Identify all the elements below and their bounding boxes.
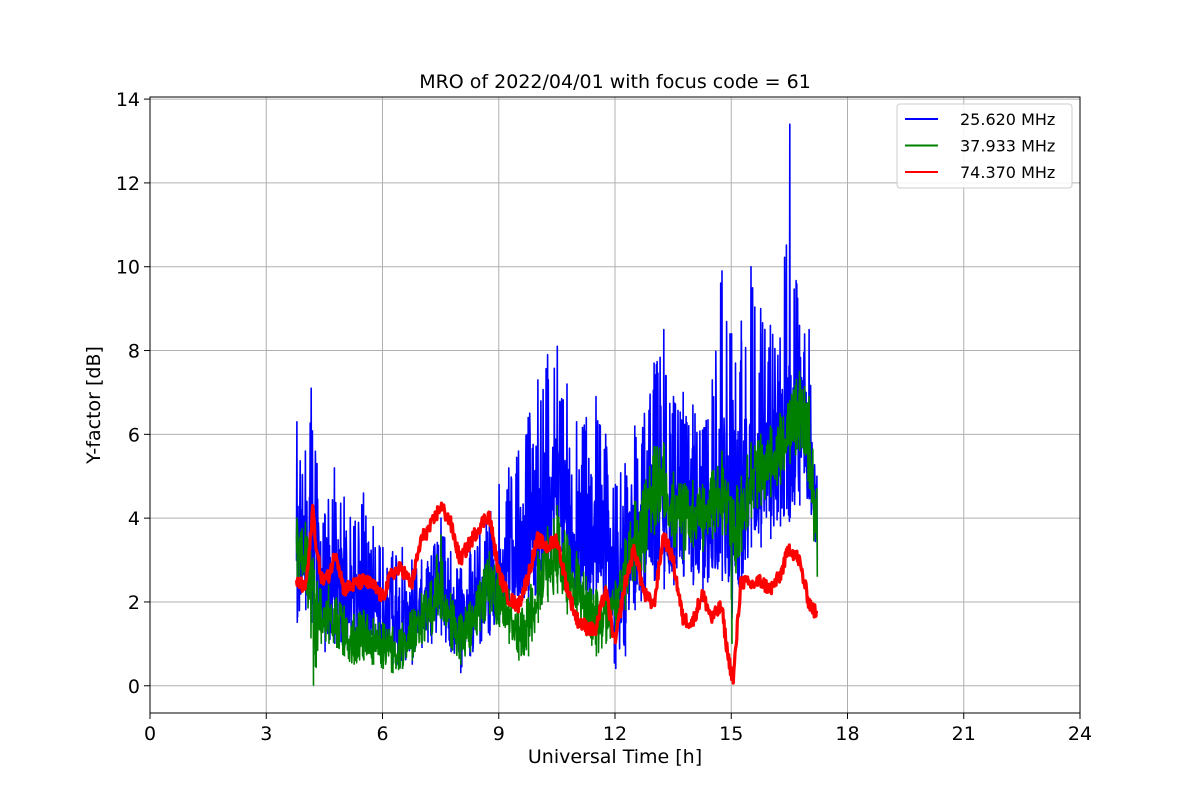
series-layer <box>294 123 819 686</box>
x-axis: 0 3 6 9 12 15 18 21 24 <box>144 713 1092 745</box>
legend-label: 37.933 MHz <box>960 137 1055 156</box>
x-tick-label: 21 <box>952 723 976 745</box>
y-tick-label: 8 <box>128 341 140 363</box>
x-axis-label: Universal Time [h] <box>528 746 702 768</box>
legend-box <box>896 103 1073 189</box>
y-tick-label: 2 <box>128 592 140 614</box>
legend-label: 25.620 MHz <box>960 110 1055 129</box>
y-axis: 0 2 4 6 8 10 12 14 <box>116 89 150 698</box>
y-axis-label: Y-factor [dB] <box>83 346 105 465</box>
series-74-370-mhz <box>294 501 819 685</box>
series-line <box>294 501 819 685</box>
legend-label: 74.370 MHz <box>960 163 1055 182</box>
x-tick-label: 15 <box>719 723 743 745</box>
y-tick-label: 4 <box>128 508 140 530</box>
x-tick-label: 24 <box>1068 723 1092 745</box>
y-tick-label: 0 <box>128 676 140 698</box>
legend: 25.620 MHz 37.933 MHz 74.370 MHz <box>896 103 1073 189</box>
x-tick-label: 12 <box>603 723 627 745</box>
y-tick-label: 14 <box>116 89 140 111</box>
x-tick-label: 9 <box>493 723 505 745</box>
x-tick-label: 6 <box>376 723 388 745</box>
chart-title: MRO of 2022/04/01 with focus code = 61 <box>419 71 811 93</box>
y-tick-label: 12 <box>116 173 140 195</box>
y-tick-label: 6 <box>128 424 140 446</box>
y-tick-label: 10 <box>116 257 140 279</box>
x-tick-label: 0 <box>144 723 156 745</box>
x-tick-label: 3 <box>260 723 272 745</box>
x-tick-label: 18 <box>835 723 859 745</box>
